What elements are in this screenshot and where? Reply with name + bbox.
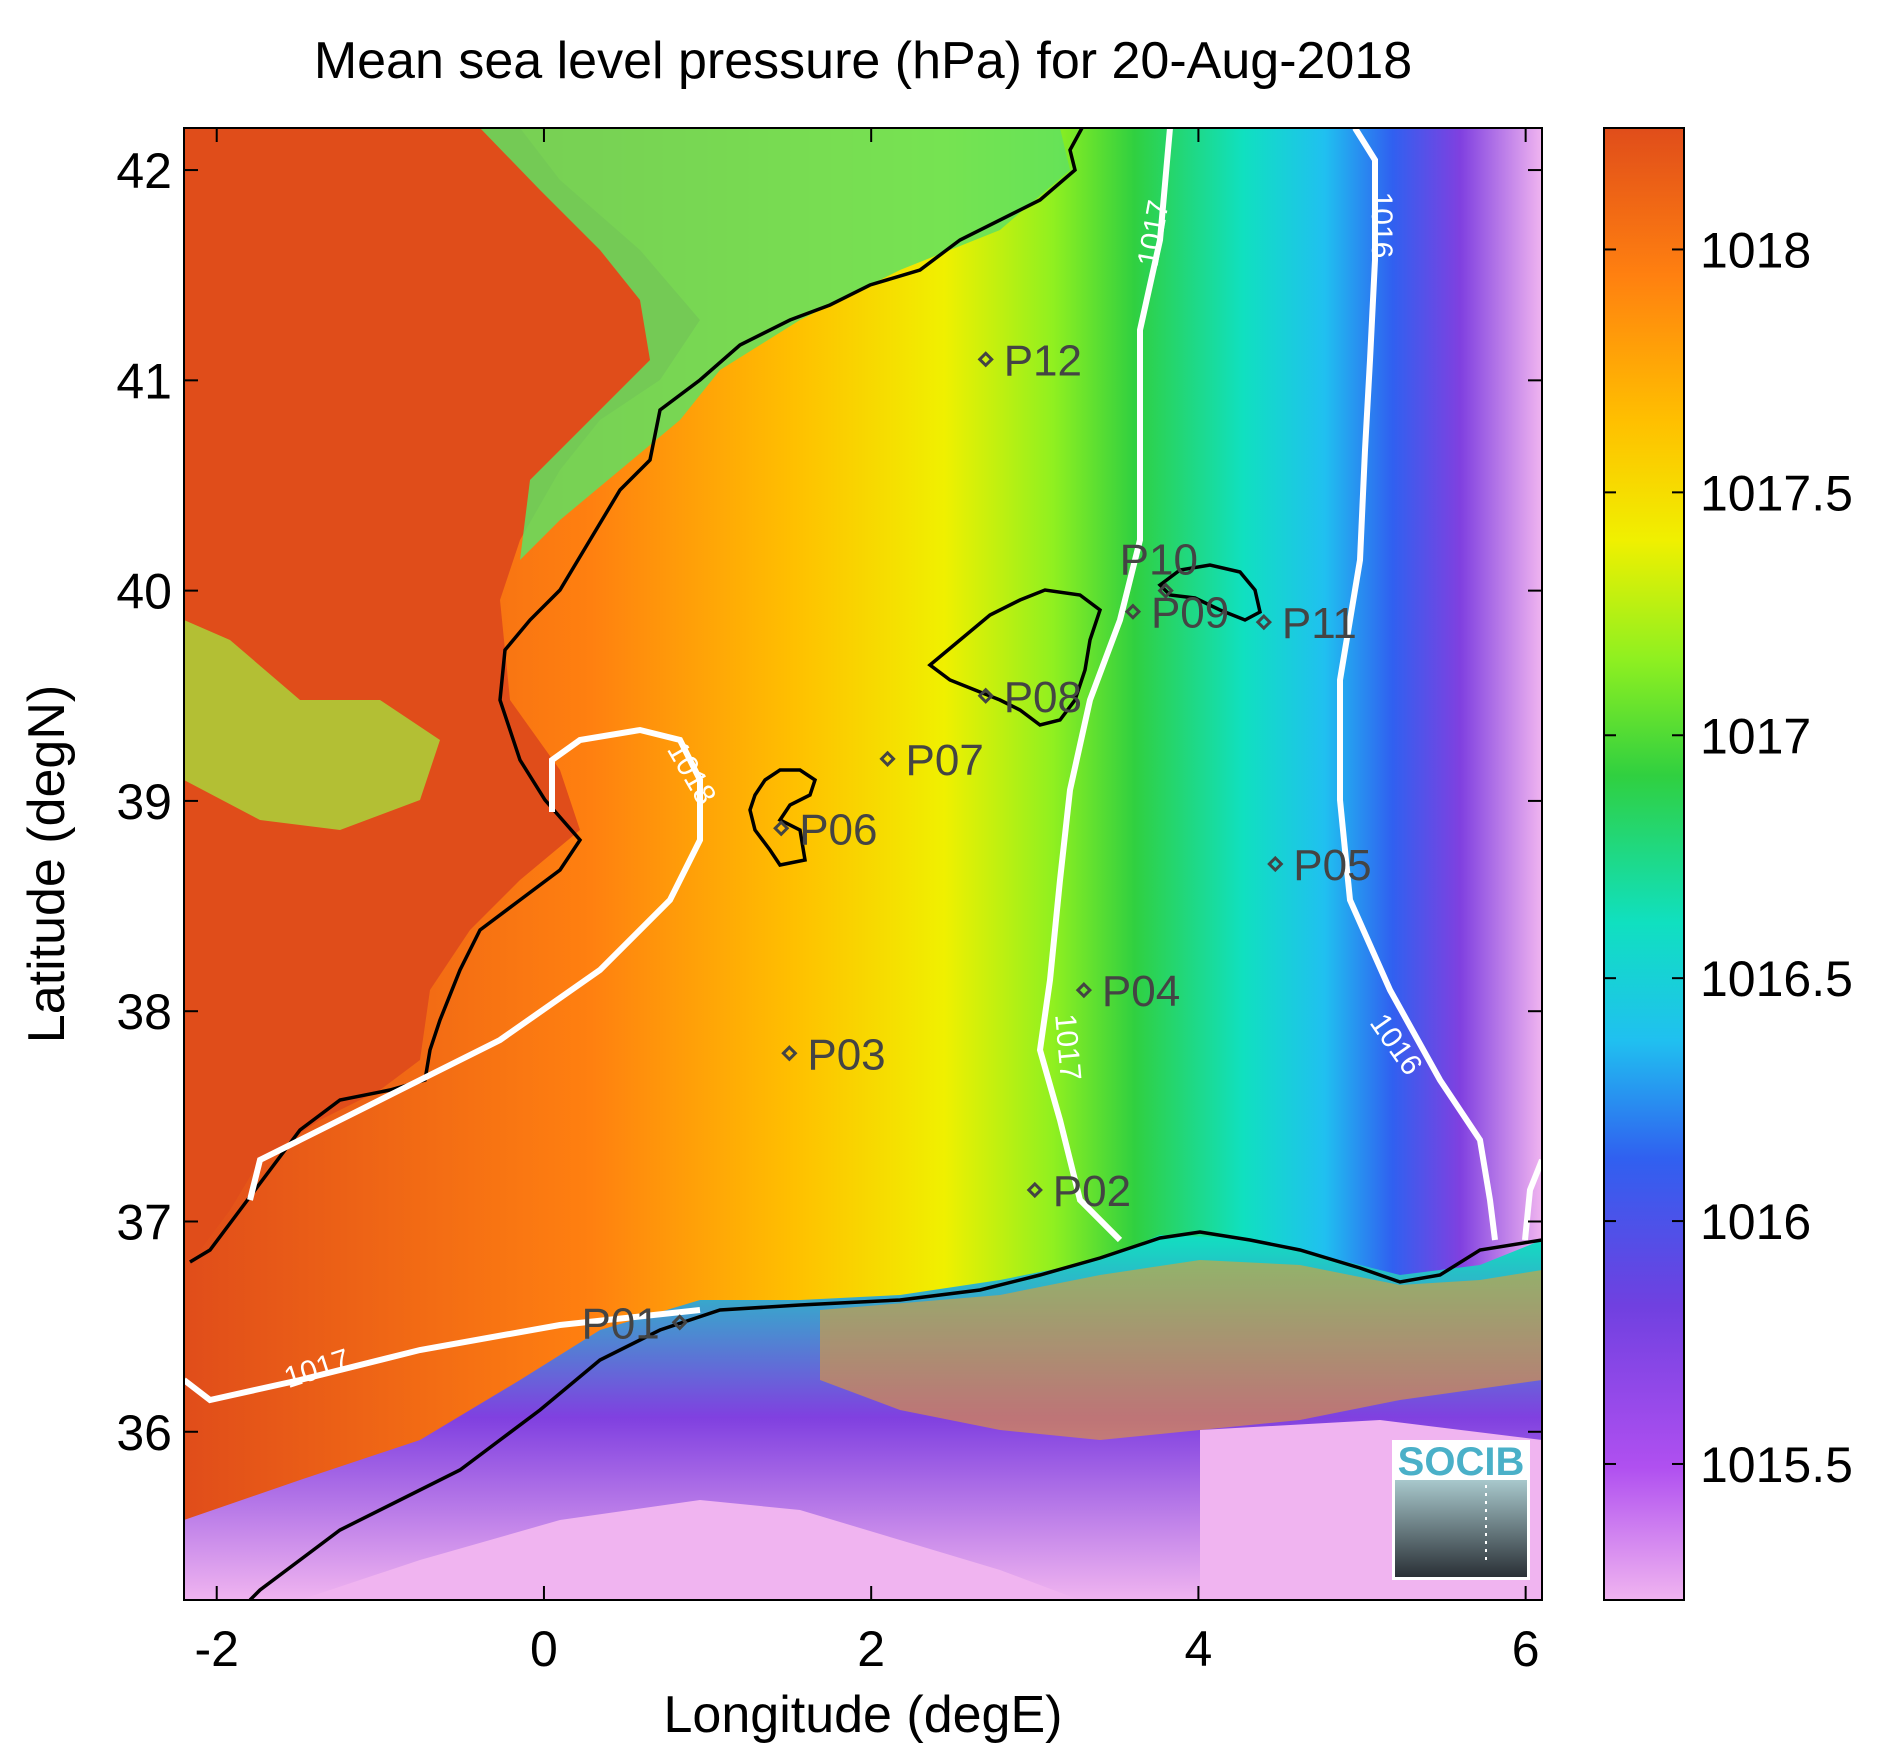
station-p10[interactable]: P10: [1120, 536, 1198, 599]
colorbar: [1603, 127, 1685, 1601]
station-marker-icon: [773, 820, 790, 837]
station-p02[interactable]: P02: [1026, 1167, 1131, 1216]
station-marker-icon: [1026, 1181, 1043, 1199]
contour-label-1016-north: 1016: [1365, 192, 1398, 259]
station-marker-icon: [879, 750, 896, 767]
station-p07[interactable]: P07: [879, 736, 984, 785]
colorbar-tick-label: 1015.5: [1700, 1437, 1853, 1493]
y-tick-label: 39: [116, 774, 172, 830]
station-label: P05: [1293, 841, 1371, 890]
station-label: P10: [1120, 536, 1198, 585]
y-tick-label: 40: [116, 564, 172, 620]
pressure-contours: [184, 128, 1542, 1404]
africa-pink-west: [300, 1500, 1080, 1600]
station-marker-icon: [1255, 614, 1272, 631]
colorbar-ticks: 1015.5 1016 1016.5 1017 1017.5 1018: [1604, 222, 1853, 1493]
station-label: P04: [1102, 967, 1180, 1016]
station-label: P07: [906, 736, 984, 785]
y-axis: 36 37 38 39 40 41 42: [116, 143, 1542, 1461]
x-tick-label: 0: [530, 1621, 558, 1677]
station-p08[interactable]: P08: [977, 673, 1082, 722]
plot-frame: [183, 127, 1543, 1601]
chart-title: Mean sea level pressure (hPa) for 20-Aug…: [314, 32, 1412, 90]
colorbar-tick-label: 1018: [1700, 222, 1811, 278]
contour-1017-east: [1036, 128, 1173, 1243]
station-label: P09: [1151, 589, 1229, 638]
map-plot-area: 1018 1017 1017 1017 1016 1016 P01P02P03P…: [184, 128, 1542, 1600]
africa-coastline: [248, 1230, 1542, 1600]
station-marker-icon: [1157, 582, 1174, 599]
station-p06[interactable]: P06: [773, 805, 877, 854]
station-label: P06: [799, 805, 877, 854]
contour-1017-south: [184, 1307, 701, 1404]
y-tick-label: 42: [116, 143, 172, 199]
x-axis: -2 0 2 4 6: [194, 128, 1540, 1677]
x-tick-label: 4: [1185, 1621, 1213, 1677]
station-label: P03: [807, 1030, 885, 1079]
contour-label-1017-mid: 1017: [1048, 1012, 1087, 1081]
station-marker-icon: [671, 1314, 688, 1331]
station-marker-icon: [1124, 603, 1142, 620]
station-p04[interactable]: P04: [1075, 967, 1180, 1016]
socib-logo: SOCIB: [1392, 1440, 1530, 1580]
station-label: P02: [1053, 1167, 1131, 1216]
y-tick-label: 37: [116, 1194, 172, 1250]
station-p11[interactable]: P11: [1255, 599, 1357, 648]
x-tick-label: 2: [857, 1621, 885, 1677]
iberia-green-inland: [184, 620, 440, 830]
colorbar-tick-label: 1017: [1700, 708, 1811, 764]
colorbar-tick-label: 1016: [1700, 1194, 1811, 1250]
station-p01[interactable]: P01: [581, 1299, 688, 1348]
x-tick-label: -2: [194, 1621, 238, 1677]
y-tick-label: 36: [116, 1405, 172, 1461]
colorbar-tick-label: 1017.5: [1700, 465, 1853, 521]
station-marker-icon: [1075, 982, 1093, 999]
station-p05[interactable]: P05: [1267, 841, 1372, 890]
contour-1016: [1337, 128, 1498, 1241]
station-label: P11: [1282, 599, 1357, 648]
station-label: P01: [581, 1299, 659, 1348]
y-axis-label: Latitude (degN): [18, 685, 76, 1043]
x-axis-label: Longitude (degE): [664, 1686, 1063, 1744]
station-p12[interactable]: P12: [977, 336, 1082, 385]
socib-logo-text: SOCIB: [1398, 1440, 1525, 1484]
station-label: P12: [1004, 336, 1082, 385]
station-marker-icon: [781, 1045, 798, 1062]
station-label: P08: [1004, 673, 1082, 722]
ibiza-coastline: [748, 768, 818, 867]
contour-1016-east-edge: [1522, 1158, 1542, 1241]
iberia-land: [184, 128, 700, 1260]
station-marker-icon: [977, 687, 994, 704]
coastlines: [189, 128, 1542, 1600]
colorbar-tick-label: 1016.5: [1700, 951, 1853, 1007]
y-tick-label: 38: [116, 984, 172, 1040]
x-tick-label: 6: [1512, 1621, 1540, 1677]
iberia-green-coast: [480, 128, 1070, 560]
y-tick-label: 41: [116, 353, 172, 409]
africa-warm-band: [820, 1260, 1542, 1440]
iberia-coastline: [189, 128, 1084, 1264]
station-marker-icon: [1267, 855, 1284, 873]
station-marker-icon: [977, 351, 994, 368]
contour-1018: [247, 726, 703, 1201]
menorca-coastline: [1157, 563, 1263, 622]
station-p03[interactable]: P03: [781, 1030, 886, 1079]
